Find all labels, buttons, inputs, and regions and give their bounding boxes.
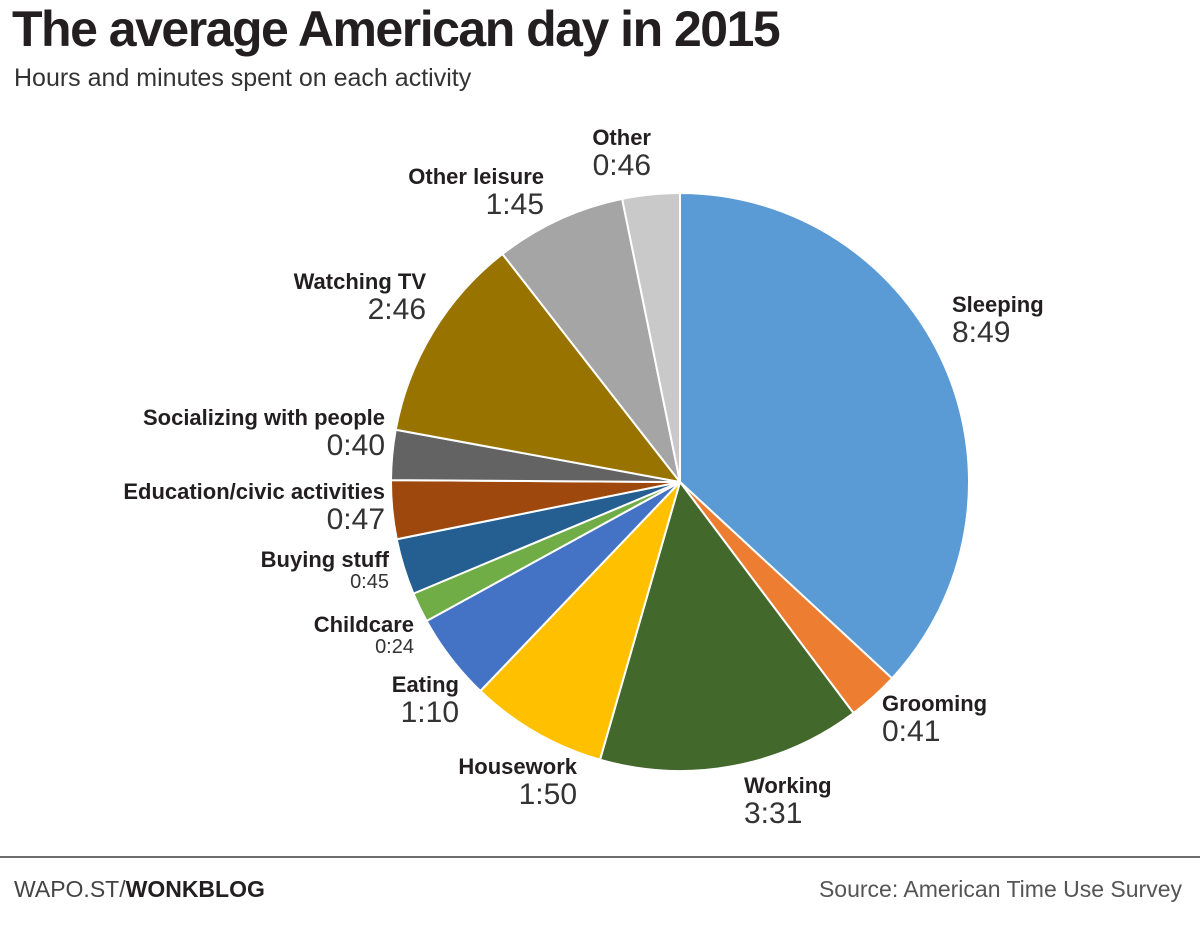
pie-slice-other bbox=[621, 192, 681, 483]
slice-value: 3:31 bbox=[744, 797, 803, 830]
slice-name: Grooming bbox=[882, 691, 988, 716]
slice-value: 1:45 bbox=[485, 188, 544, 221]
slice-label-childcare: Childcare 0:24 bbox=[313, 612, 414, 658]
slice-label-buying-stuff: Buying stuff 0:45 bbox=[260, 547, 389, 593]
slice-label-other-leisure: Other leisure 1:45 bbox=[408, 166, 544, 220]
slice-name: Sleeping bbox=[952, 292, 1044, 317]
slice-label-education: Education/civic activities 0:47 bbox=[123, 481, 385, 535]
footer-divider bbox=[0, 856, 1200, 858]
slice-name: Childcare bbox=[313, 612, 414, 637]
slice-name: Socializing with people bbox=[142, 405, 385, 430]
slice-label-working: Working 3:31 bbox=[744, 775, 832, 829]
chart-subtitle: Hours and minutes spent on each activity bbox=[14, 64, 472, 92]
pie-slice-working bbox=[599, 481, 855, 772]
slice-name: Education/civic activities bbox=[123, 479, 385, 504]
slice-value: 0:46 bbox=[592, 149, 651, 182]
slice-label-grooming: Grooming 0:41 bbox=[882, 693, 987, 747]
slice-value: 0:41 bbox=[882, 715, 941, 748]
slice-name: Other bbox=[592, 125, 651, 150]
slice-name: Working bbox=[744, 773, 832, 798]
footer-site-bold: WONKBLOG bbox=[125, 876, 265, 902]
slice-name: Other leisure bbox=[408, 164, 544, 189]
slice-label-other: Other 0:46 bbox=[592, 127, 651, 181]
chart-title: The average American day in 2015 bbox=[12, 1, 781, 57]
slice-value: 0:40 bbox=[326, 429, 385, 462]
pie-slice-watching-tv bbox=[394, 252, 681, 483]
slice-label-sleeping: Sleeping 8:49 bbox=[952, 294, 1044, 348]
slice-value: 0:24 bbox=[375, 636, 414, 658]
slice-value: 8:49 bbox=[952, 316, 1011, 349]
slice-name: Watching TV bbox=[293, 269, 426, 294]
slice-label-housework: Housework 1:50 bbox=[458, 756, 577, 810]
slice-value: 1:50 bbox=[518, 778, 577, 811]
slice-label-socializing: Socializing with people 0:40 bbox=[143, 407, 385, 461]
slice-name: Housework bbox=[458, 754, 577, 779]
footer-source: Source: American Time Use Survey bbox=[818, 876, 1182, 902]
pie-slices bbox=[390, 192, 970, 772]
pie-slice-housework bbox=[479, 481, 681, 761]
slice-name: Eating bbox=[391, 672, 459, 697]
slice-value: 2:46 bbox=[367, 293, 426, 326]
slice-value: 0:47 bbox=[326, 503, 385, 536]
pie-slice-sleeping bbox=[679, 192, 970, 680]
slice-value: 0:45 bbox=[350, 571, 389, 593]
slice-value: 1:10 bbox=[400, 696, 459, 729]
slice-name: Buying stuff bbox=[260, 547, 389, 572]
footer-site-prefix: WAPO.ST/ bbox=[14, 876, 126, 902]
slice-label-eating: Eating 1:10 bbox=[392, 674, 459, 728]
footer-site[interactable]: WAPO.ST/WONKBLOG bbox=[14, 876, 265, 903]
slice-label-watching-tv: Watching TV 2:46 bbox=[294, 271, 426, 325]
